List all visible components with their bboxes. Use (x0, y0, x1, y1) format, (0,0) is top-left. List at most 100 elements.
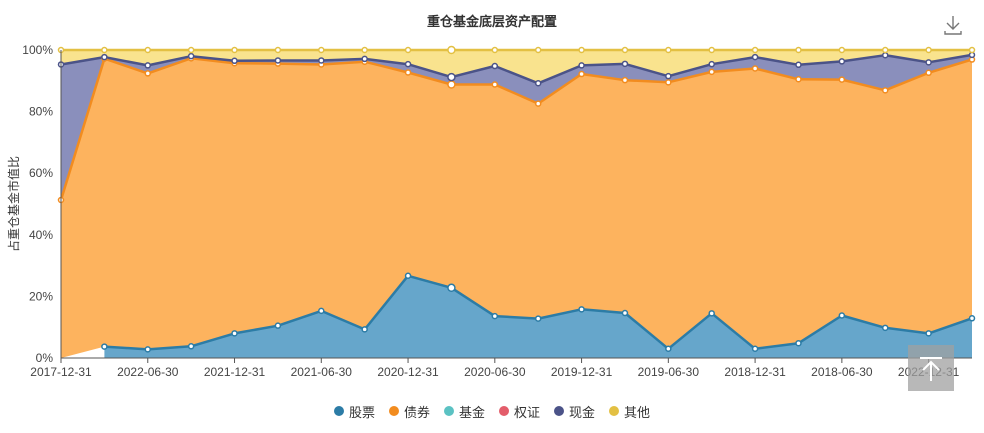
data-point-现金[interactable] (534, 80, 542, 87)
download-button[interactable] (940, 12, 966, 38)
legend-item[interactable]: 权证 (499, 402, 540, 421)
data-point-其他[interactable] (621, 46, 629, 54)
series-line-债券 (59, 57, 973, 201)
data-point-现金[interactable] (318, 57, 325, 64)
data-point-债券[interactable] (578, 70, 585, 78)
data-point-股票[interactable] (751, 345, 759, 353)
x-tick-label: 2020-06-30 (464, 365, 526, 379)
data-point-股票[interactable] (491, 312, 499, 320)
data-point-股票[interactable] (274, 322, 282, 329)
data-point-股票[interactable] (101, 343, 108, 350)
x-tick-label: 2019-06-30 (638, 365, 700, 379)
data-point-其他[interactable] (187, 46, 195, 54)
legend-item[interactable]: 债券 (388, 402, 430, 421)
data-point-债券[interactable] (491, 81, 499, 88)
data-point-其他[interactable] (578, 46, 585, 54)
data-point-现金[interactable] (231, 57, 238, 65)
data-point-债券[interactable] (838, 76, 846, 83)
data-point-股票[interactable] (708, 310, 715, 317)
data-point-股票[interactable] (881, 324, 889, 332)
data-point-现金[interactable] (621, 60, 629, 68)
legend-item[interactable]: 现金 (554, 402, 595, 421)
chart-title: 重仓基金底层资产配置 (427, 14, 557, 29)
data-point-其他[interactable] (318, 46, 325, 54)
chart-legend: 股票 债券 基金 权证 现金 其他 (0, 401, 984, 421)
data-point-其他[interactable] (144, 46, 152, 54)
data-point-现金[interactable] (708, 60, 715, 68)
data-point-其他[interactable] (101, 46, 108, 54)
x-tick-label: 2021-12-31 (204, 365, 266, 379)
data-point-现金[interactable] (447, 72, 456, 82)
data-point-现金[interactable] (144, 62, 152, 69)
y-tick-label: 100% (22, 43, 53, 57)
data-point-其他[interactable] (708, 46, 715, 54)
data-point-现金[interactable] (187, 52, 195, 60)
data-point-股票[interactable] (447, 283, 456, 293)
data-point-债券[interactable] (708, 68, 715, 76)
data-point-股票[interactable] (187, 343, 195, 350)
area-现金 (61, 54, 972, 201)
data-point-现金[interactable] (361, 55, 368, 63)
data-point-股票[interactable] (578, 306, 585, 313)
data-point-现金[interactable] (274, 57, 282, 64)
data-point-债券[interactable] (881, 87, 889, 94)
data-point-其他[interactable] (447, 45, 456, 55)
data-point-其他[interactable] (795, 46, 802, 54)
area-股票 (104, 275, 972, 358)
data-point-其他[interactable] (274, 46, 282, 54)
data-point-债券[interactable] (534, 100, 542, 107)
data-point-其他[interactable] (881, 46, 889, 54)
data-point-现金[interactable] (101, 53, 108, 61)
data-point-其他[interactable] (534, 46, 542, 54)
data-point-股票[interactable] (925, 330, 932, 337)
data-point-债券[interactable] (447, 80, 456, 89)
data-point-股票[interactable] (968, 315, 976, 322)
data-point-现金[interactable] (795, 61, 802, 69)
legend-item[interactable]: 股票 (333, 402, 375, 421)
data-point-股票[interactable] (231, 330, 238, 337)
data-point-其他[interactable] (968, 46, 976, 54)
y-tick-label: 20% (29, 289, 53, 303)
data-point-债券[interactable] (925, 69, 932, 77)
data-point-其他[interactable] (838, 46, 846, 54)
data-point-债券[interactable] (621, 76, 629, 84)
data-point-股票[interactable] (144, 346, 152, 353)
data-point-股票[interactable] (404, 272, 412, 280)
data-point-债券[interactable] (665, 79, 672, 86)
data-point-现金[interactable] (404, 60, 412, 68)
data-point-现金[interactable] (491, 62, 499, 70)
data-point-其他[interactable] (751, 46, 759, 54)
data-point-股票[interactable] (318, 307, 325, 315)
legend-item[interactable]: 基金 (443, 402, 485, 421)
data-point-股票[interactable] (838, 312, 846, 319)
back-to-top-button[interactable] (908, 345, 954, 391)
x-tick-label: 2019-12-31 (551, 365, 613, 379)
data-point-现金[interactable] (838, 58, 846, 65)
y-axis-label: 占重仓基金市值比 (6, 156, 21, 252)
data-point-股票[interactable] (361, 326, 368, 333)
data-point-债券[interactable] (404, 69, 412, 76)
data-point-现金[interactable] (925, 59, 932, 66)
data-point-其他[interactable] (231, 46, 238, 54)
legend-marker (609, 406, 620, 416)
series-line-现金 (60, 53, 973, 85)
data-point-现金[interactable] (751, 53, 759, 61)
data-point-现金[interactable] (881, 51, 889, 59)
data-point-现金[interactable] (578, 62, 585, 69)
data-point-债券[interactable] (144, 70, 152, 77)
data-point-其他[interactable] (925, 46, 932, 54)
legend-label: 现金 (569, 404, 596, 420)
data-point-债券[interactable] (751, 65, 759, 72)
data-point-其他[interactable] (361, 46, 368, 54)
data-point-股票[interactable] (621, 309, 629, 317)
legend-item[interactable]: 其他 (609, 402, 650, 421)
data-point-股票[interactable] (534, 315, 542, 322)
data-point-现金[interactable] (665, 72, 672, 80)
data-point-股票[interactable] (665, 345, 672, 353)
data-point-其他[interactable] (404, 46, 412, 54)
back-to-top-icon (920, 357, 942, 381)
data-point-股票[interactable] (795, 339, 802, 347)
data-point-其他[interactable] (491, 46, 499, 54)
data-point-其他[interactable] (665, 46, 672, 54)
data-point-债券[interactable] (795, 76, 802, 83)
